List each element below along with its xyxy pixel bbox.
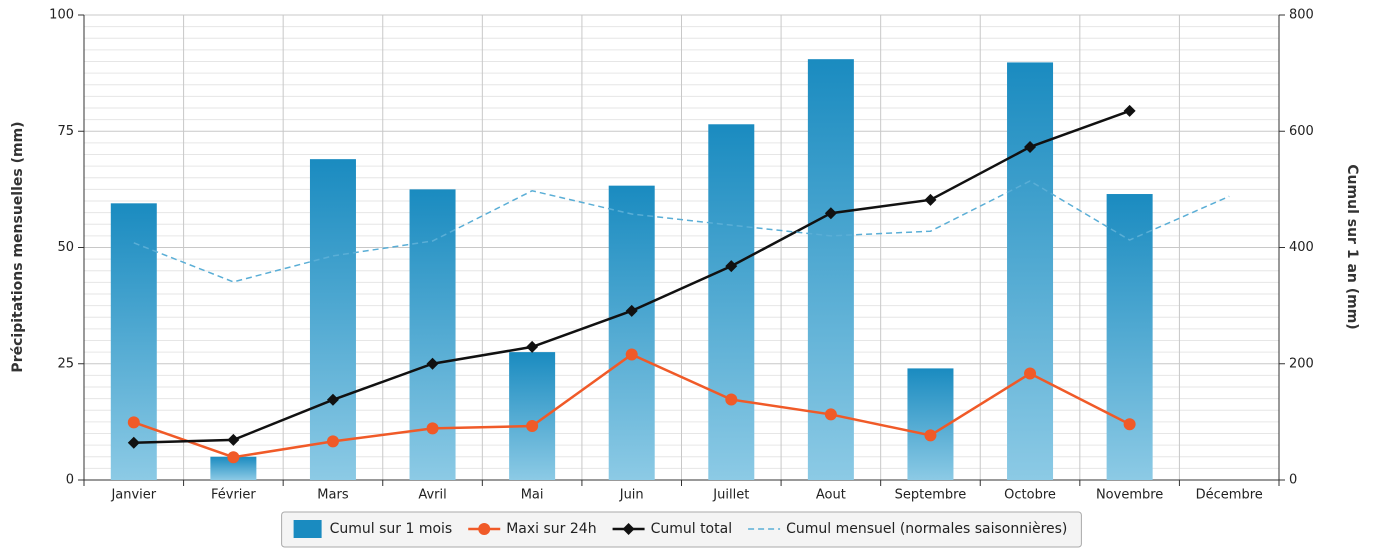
y-axis-title: Précipitations mensuelles (mm) [10, 121, 26, 372]
y-tick-label: 75 [57, 124, 74, 139]
legend-label: Cumul sur 1 mois [330, 521, 453, 537]
bar [409, 189, 456, 480]
marker [824, 207, 837, 220]
marker [1024, 367, 1037, 380]
x-tick-label: Octobre [1004, 488, 1056, 503]
bar [708, 124, 755, 481]
x-tick-label: Avril [418, 488, 446, 503]
marker [227, 451, 240, 464]
x-tick-label: Novembre [1096, 488, 1163, 503]
legend: Cumul sur 1 mois Maxi sur 24h Cumul total C… [281, 511, 1082, 548]
x-tick-label: Mars [317, 488, 349, 503]
x-tick-label: Aout [816, 488, 846, 503]
x-tick-label: Mai [521, 488, 544, 503]
x-tick-label: Janvier [110, 488, 156, 503]
legend-swatch [293, 520, 322, 538]
y-tick-label: 50 [57, 240, 74, 255]
marker [824, 408, 837, 421]
marker [725, 393, 738, 406]
marker [1123, 418, 1136, 431]
legend-label: Cumul mensuel (normales saisonnières) [786, 521, 1067, 537]
y-tick-label: 25 [57, 356, 74, 371]
bar [1106, 194, 1153, 480]
marker [227, 433, 240, 446]
marker [127, 436, 140, 449]
bar [309, 159, 356, 480]
marker [426, 422, 439, 435]
y-tick-label: 100 [49, 8, 74, 23]
legend-label: Cumul total [651, 521, 733, 537]
x-tick-label: Juin [619, 488, 644, 503]
line [133, 180, 1230, 283]
bar [907, 368, 954, 480]
marker [326, 435, 339, 448]
bar [210, 456, 257, 480]
x-tick-label: Juillet [712, 488, 749, 503]
marker [526, 340, 539, 353]
y2-tick-label: 200 [1289, 356, 1314, 371]
bar [1007, 62, 1054, 481]
y2-tick-label: 600 [1289, 124, 1314, 139]
bar [608, 185, 655, 480]
legend-box [281, 511, 1082, 548]
y2-tick-label: 0 [1289, 473, 1297, 488]
y2-tick-label: 400 [1289, 240, 1314, 255]
marker [127, 416, 140, 429]
legend-label: Maxi sur 24h [506, 521, 596, 537]
marker [625, 304, 638, 317]
y-tick-label: 0 [66, 473, 74, 488]
marker [526, 420, 539, 433]
marker [1024, 140, 1037, 153]
x-tick-label: Décembre [1196, 488, 1263, 503]
legend-marker [478, 523, 491, 535]
bar [110, 203, 157, 480]
y2-tick-label: 800 [1289, 8, 1314, 23]
marker [326, 393, 339, 406]
x-tick-label: Février [211, 488, 256, 503]
bar [509, 352, 556, 480]
marker [625, 348, 638, 361]
x-tick-label: Septembre [895, 488, 967, 503]
marker [725, 260, 738, 273]
legend-marker [622, 523, 635, 535]
marker [924, 193, 937, 206]
marker [924, 429, 937, 442]
marker [426, 357, 439, 370]
marker [1123, 104, 1136, 117]
y2-axis-title: Cumul sur 1 an (mm) [1344, 164, 1360, 329]
